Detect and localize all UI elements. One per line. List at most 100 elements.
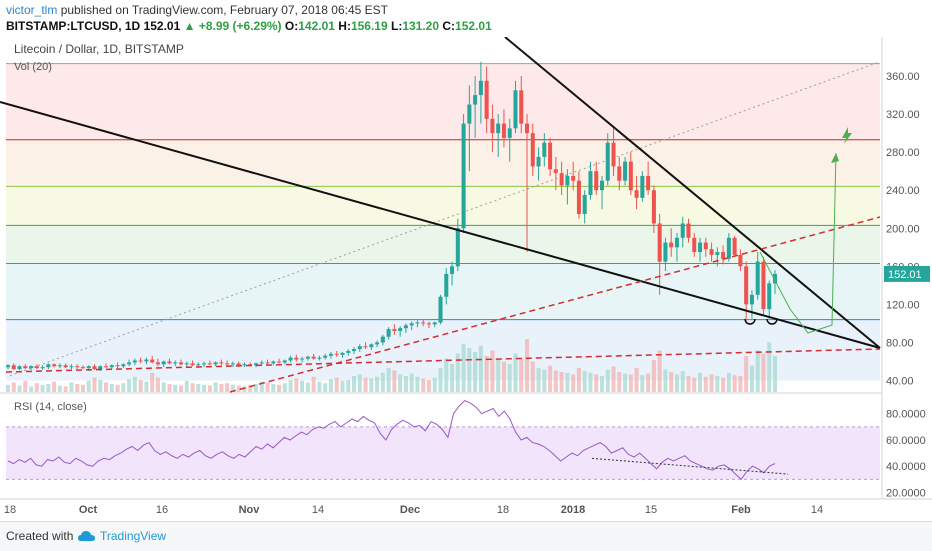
candle-body	[617, 166, 622, 181]
candle-body	[415, 322, 420, 324]
volume-bar	[761, 353, 766, 392]
fib-band	[6, 263, 880, 320]
candle-body	[761, 261, 766, 310]
volume-bar	[478, 345, 483, 392]
volume-bar	[611, 366, 616, 392]
candle-body	[484, 80, 489, 119]
volume-bar	[559, 372, 564, 392]
candle-body	[553, 169, 558, 174]
candle-body	[23, 366, 28, 369]
candle-body	[709, 249, 714, 255]
volume-bar	[52, 381, 57, 392]
volume-bar	[138, 380, 143, 392]
resistance-trendline	[504, 37, 881, 349]
candle-body	[80, 367, 85, 369]
candle-body	[680, 223, 685, 238]
time-tick-label: 14	[811, 504, 823, 516]
candle-body	[409, 323, 414, 326]
volume-bar	[294, 378, 299, 392]
rsi-band	[6, 426, 880, 480]
candle-body	[69, 366, 74, 368]
candle-body	[340, 352, 345, 355]
volume-bar	[305, 382, 310, 392]
volume-bar	[75, 384, 80, 392]
volume-bar	[167, 384, 172, 392]
candle-body	[380, 336, 385, 343]
volume-bar	[507, 364, 512, 392]
candle-body	[300, 358, 305, 360]
price-tick-label: 280.00	[886, 147, 920, 159]
volume-bar	[484, 356, 489, 392]
candle-body	[225, 363, 230, 365]
candle-body	[490, 118, 495, 134]
volume-bar	[104, 382, 109, 392]
price-tick-label: 80.00	[886, 337, 914, 349]
volume-bar	[772, 356, 778, 392]
candle-body	[40, 367, 45, 369]
candle-body	[594, 171, 599, 191]
volume-bar	[588, 372, 593, 392]
candle-body	[305, 356, 310, 359]
candle-body	[138, 360, 143, 362]
time-tick-label: 16	[156, 504, 168, 516]
rsi-title: RSI (14, close)	[14, 401, 87, 413]
volume-bar	[334, 377, 339, 392]
last-price: 152.01	[143, 19, 181, 33]
volume-bar	[703, 376, 708, 392]
projection-arrowhead	[831, 153, 839, 163]
author-link[interactable]: victor_tlm	[6, 3, 58, 17]
volume-bar	[686, 376, 691, 392]
candle-body	[721, 252, 726, 259]
price-tick-label: 240.00	[886, 185, 920, 197]
last-price-label: 152.01	[888, 269, 922, 281]
candle-body	[738, 254, 743, 267]
candle-body	[398, 328, 403, 332]
candle-body	[703, 242, 708, 250]
volume-bar	[398, 374, 403, 392]
candle-body	[190, 363, 195, 366]
high-label: H:	[338, 19, 351, 33]
volume-bar	[415, 376, 420, 392]
volume-bar	[571, 374, 576, 392]
volume-bar	[605, 369, 610, 392]
volume-bar	[392, 370, 397, 392]
candle-body	[323, 355, 328, 358]
volume-bar	[98, 380, 103, 392]
candle-body	[548, 142, 553, 170]
tradingview-link[interactable]: TradingView	[100, 529, 167, 543]
volume-bar	[692, 377, 697, 392]
volume-bar	[17, 385, 22, 392]
candle-body	[496, 123, 501, 134]
volume-bar	[450, 364, 455, 392]
candle-body	[115, 365, 120, 367]
volume-bar	[346, 380, 351, 392]
tradingview-cloud-icon	[78, 531, 95, 541]
candle-body	[525, 123, 530, 134]
candle-body	[248, 364, 253, 366]
rocket-icon	[842, 127, 852, 144]
candle-body	[369, 344, 374, 348]
rsi-tick-label: 80.0000	[886, 409, 926, 421]
candle-body	[277, 361, 282, 363]
volume-bar	[317, 381, 322, 392]
volume-bar	[11, 382, 16, 392]
fib-band	[6, 319, 880, 381]
time-tick-label: Feb	[731, 504, 751, 516]
volume-bar	[375, 376, 380, 392]
time-tick-label: Nov	[239, 504, 261, 516]
fib-band	[6, 139, 880, 187]
candle-body	[571, 175, 576, 181]
candle-body	[173, 362, 178, 364]
candle-body	[5, 365, 11, 368]
candle-body	[611, 142, 616, 167]
price-chart[interactable]: 360.00320.00280.00240.00200.00160.00120.…	[0, 37, 932, 521]
candle-body	[213, 362, 218, 365]
volume-bar	[461, 344, 466, 392]
open-label: O:	[284, 19, 299, 33]
volume-bar	[698, 372, 703, 392]
candle-body	[29, 366, 34, 369]
rsi-line	[7, 400, 776, 481]
fib-band	[6, 225, 880, 264]
volume-bar	[432, 377, 437, 392]
candle-body	[623, 161, 628, 181]
